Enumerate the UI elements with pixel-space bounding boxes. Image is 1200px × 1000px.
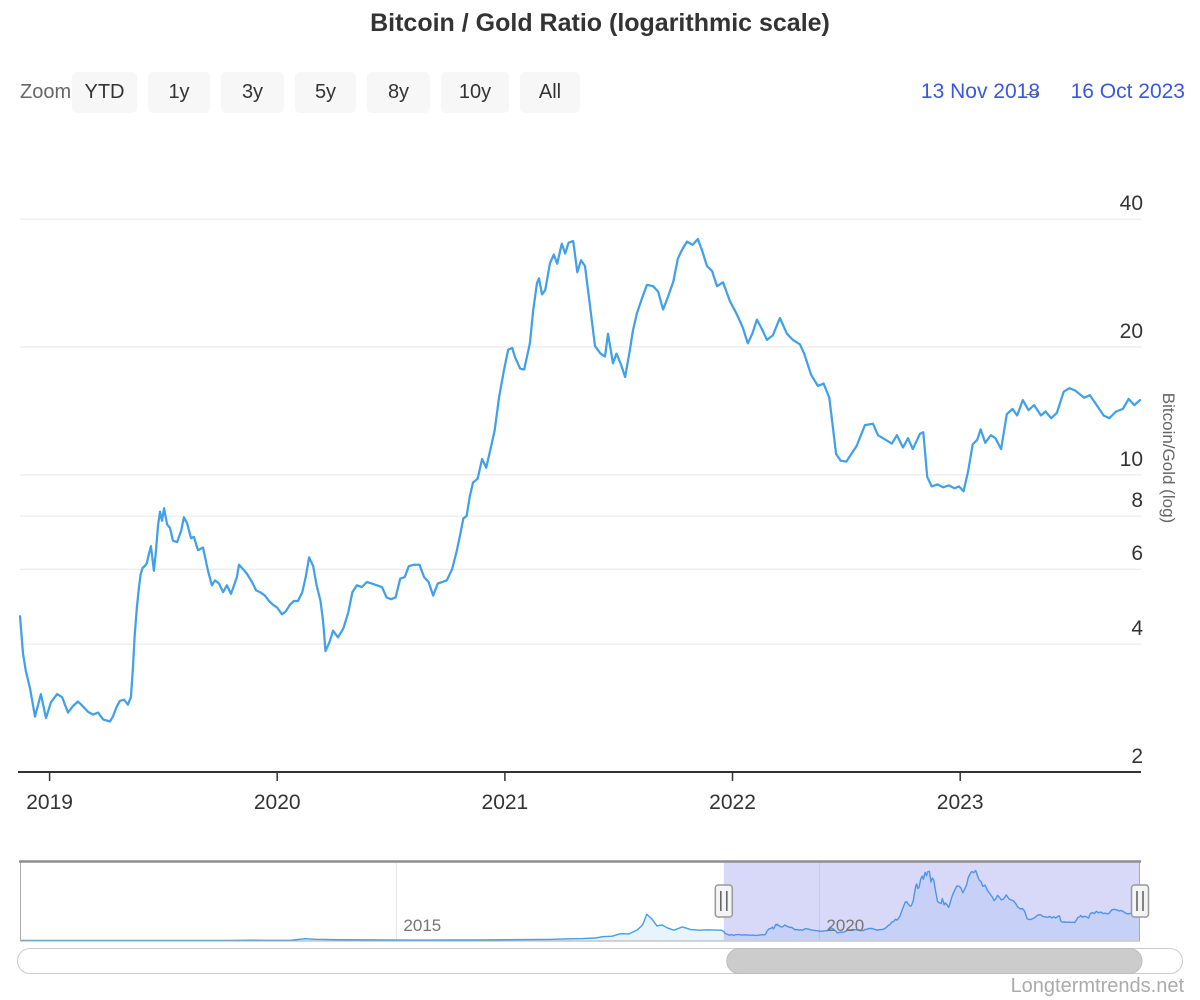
y-axis-label: 20 bbox=[1119, 320, 1143, 343]
range-selector-buttons: YTD 1y 3y 5y 8y 10y All bbox=[72, 72, 580, 113]
x-axis-label: 2022 bbox=[709, 791, 756, 814]
x-axis-label: 2023 bbox=[936, 791, 984, 814]
x-axis-label: 2019 bbox=[26, 791, 73, 814]
chart-title: Bitcoin / Gold Ratio (logarithmic scale) bbox=[370, 9, 830, 37]
range-button-5y[interactable]: 5y bbox=[295, 72, 356, 113]
y-axis-label: 2 bbox=[1131, 745, 1143, 768]
range-button-all[interactable]: All bbox=[520, 72, 580, 113]
y-axis-label: 6 bbox=[1131, 542, 1143, 566]
navigator-handle-left[interactable] bbox=[714, 884, 734, 918]
range-to-date[interactable]: 16 Oct 2023 bbox=[1070, 80, 1185, 103]
y-axis-label: 4 bbox=[1131, 617, 1143, 641]
date-range-arrow-icon: → bbox=[1022, 80, 1043, 103]
navigator-series-line bbox=[19, 869, 1141, 942]
zoom-range-label: Zoom bbox=[20, 81, 72, 103]
range-button-ytd[interactable]: YTD bbox=[72, 72, 137, 113]
scrollbar-thumb[interactable] bbox=[726, 948, 1143, 974]
navigator-selected-range[interactable] bbox=[723, 862, 1140, 940]
main-series-line bbox=[18, 237, 1142, 723]
navigator-handle-right[interactable] bbox=[1130, 884, 1150, 918]
range-button-1y[interactable]: 1y bbox=[148, 72, 210, 113]
y-axis-label: 8 bbox=[1131, 489, 1143, 513]
y-axis-label: 40 bbox=[1119, 192, 1143, 216]
navigator-area bbox=[20, 870, 1140, 941]
y-axis-title: Bitcoin/Gold (log) bbox=[1159, 392, 1178, 524]
x-axis-label: 2021 bbox=[481, 791, 529, 814]
range-button-8y[interactable]: 8y bbox=[367, 72, 430, 113]
range-from-date[interactable]: 13 Nov 2018 bbox=[920, 80, 1040, 103]
range-button-3y[interactable]: 3y bbox=[221, 72, 284, 113]
watermark: Longtermtrends.net bbox=[1010, 975, 1184, 997]
navigator-year-label: 2020 bbox=[826, 916, 865, 935]
navigator-year-label: 2015 bbox=[403, 916, 442, 935]
y-axis-label: 10 bbox=[1119, 447, 1143, 471]
x-axis-label: 2020 bbox=[253, 791, 301, 814]
range-button-10y[interactable]: 10y bbox=[441, 72, 509, 113]
